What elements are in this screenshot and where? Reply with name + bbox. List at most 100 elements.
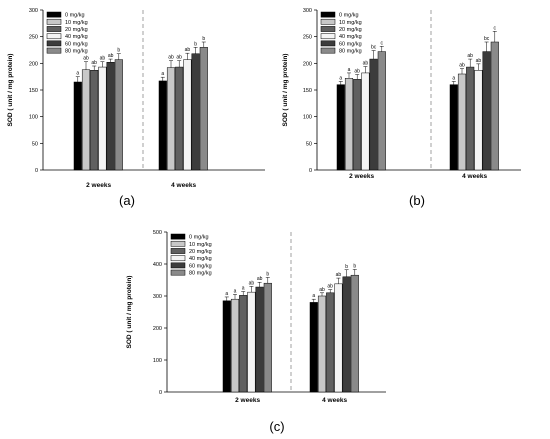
significance-letter: ab bbox=[108, 53, 114, 59]
legend-swatch bbox=[170, 255, 186, 262]
significance-letter: ab bbox=[257, 276, 263, 282]
y-tick-label: 0 bbox=[309, 168, 312, 174]
significance-letter: c bbox=[494, 25, 497, 31]
significance-letter: b bbox=[202, 36, 205, 42]
significance-letter: b bbox=[117, 48, 120, 54]
bar bbox=[81, 69, 91, 171]
y-axis-label: SOD ( unit / mg protein) bbox=[282, 54, 289, 127]
bar bbox=[326, 292, 335, 393]
bar bbox=[191, 53, 200, 171]
y-tick-label: 200 bbox=[29, 61, 38, 67]
significance-letter: ab bbox=[176, 55, 182, 61]
bar bbox=[361, 72, 370, 171]
legend-swatch bbox=[46, 26, 62, 32]
legend-entry: 80 mg/kg bbox=[65, 49, 88, 55]
legend-entry: 20 mg/kg bbox=[65, 27, 88, 33]
legend-swatch bbox=[320, 33, 336, 40]
legend-entry: 0 mg/kg bbox=[339, 13, 359, 19]
x-category-label: 2 weeks bbox=[235, 397, 260, 404]
legend-swatch bbox=[320, 26, 336, 32]
y-tick-label: 150 bbox=[303, 88, 312, 94]
significance-letter: ab bbox=[336, 272, 342, 278]
legend-swatch bbox=[170, 240, 186, 247]
y-tick-label: 0 bbox=[35, 168, 38, 174]
x-category-label: 4 weeks bbox=[322, 397, 347, 404]
significance-letter: bc bbox=[371, 45, 377, 51]
y-axis-label: SOD ( unit / mg protein) bbox=[126, 276, 133, 349]
y-tick-label: 100 bbox=[153, 358, 162, 364]
bar bbox=[336, 84, 345, 171]
significance-letter: a bbox=[225, 291, 228, 297]
x-category-label: 2 weeks bbox=[86, 182, 111, 189]
bar bbox=[247, 291, 256, 393]
legend-entry: 60 mg/kg bbox=[65, 41, 88, 47]
significance-letter: a bbox=[242, 286, 245, 292]
legend-entry: 0 mg/kg bbox=[65, 13, 85, 19]
legend-entry: 40 mg/kg bbox=[189, 256, 212, 262]
bar bbox=[255, 286, 264, 393]
bar bbox=[353, 79, 362, 171]
significance-letter: ab bbox=[83, 56, 89, 62]
chart-panel-2: 0 50 100 150 200 250 300 SOD ( unit / mg protei… bbox=[282, 8, 521, 208]
legend-entry: 10 mg/kg bbox=[339, 20, 362, 26]
bar bbox=[175, 66, 184, 171]
bar bbox=[183, 59, 192, 171]
significance-letter: ab bbox=[467, 53, 473, 59]
significance-letter: ab bbox=[354, 69, 360, 75]
significance-letter: ab bbox=[168, 55, 174, 61]
significance-letter: ab bbox=[363, 61, 369, 67]
legend-swatch bbox=[170, 233, 186, 240]
y-tick-label: 0 bbox=[159, 390, 162, 396]
legend-swatch bbox=[320, 18, 336, 25]
significance-letter: ab bbox=[476, 58, 482, 64]
panel-caption: (c) bbox=[269, 419, 284, 434]
y-tick-label: 300 bbox=[153, 294, 162, 300]
y-tick-label: 400 bbox=[153, 262, 162, 268]
bar bbox=[342, 276, 351, 393]
significance-letter: ab bbox=[327, 284, 333, 290]
x-category-label: 4 weeks bbox=[462, 173, 487, 180]
legend-swatch bbox=[170, 262, 186, 269]
legend-entry: 0 mg/kg bbox=[189, 235, 209, 241]
legend-swatch bbox=[46, 40, 62, 47]
legend-swatch bbox=[46, 18, 62, 25]
legend-entry: 20 mg/kg bbox=[339, 27, 362, 33]
y-tick-label: 500 bbox=[153, 230, 162, 236]
y-tick-label: 100 bbox=[29, 115, 38, 121]
bar bbox=[158, 80, 167, 171]
chart-panel-3: 0 100 200 300 400 500 SOD ( unit / mg protein)… bbox=[126, 230, 386, 434]
legend-entry: 20 mg/kg bbox=[189, 249, 212, 255]
legend-entry: 10 mg/kg bbox=[65, 20, 88, 26]
legend-entry: 80 mg/kg bbox=[189, 271, 212, 277]
x-category-label: 4 weeks bbox=[171, 182, 196, 189]
legend-entry: 60 mg/kg bbox=[339, 41, 362, 47]
y-tick-label: 250 bbox=[29, 35, 38, 41]
bar bbox=[106, 62, 115, 171]
significance-letter: bc bbox=[484, 36, 490, 42]
y-tick-label: 100 bbox=[303, 115, 312, 121]
legend-entry: 80 mg/kg bbox=[339, 49, 362, 55]
significance-letter: ab bbox=[185, 47, 191, 53]
bar bbox=[263, 282, 272, 393]
bar bbox=[350, 274, 359, 393]
legend-swatch bbox=[46, 11, 62, 18]
y-tick-label: 250 bbox=[303, 35, 312, 41]
legend-swatch bbox=[320, 47, 336, 54]
bar bbox=[309, 302, 318, 393]
significance-letter: a bbox=[339, 75, 342, 81]
y-tick-label: 300 bbox=[29, 8, 38, 14]
significance-letter: ab bbox=[459, 63, 465, 69]
y-tick-label: 200 bbox=[153, 326, 162, 332]
bar bbox=[449, 84, 458, 171]
significance-letter: a bbox=[76, 71, 79, 77]
x-category-label: 2 weeks bbox=[349, 173, 374, 180]
bar bbox=[114, 59, 123, 171]
bar bbox=[466, 66, 475, 171]
bar bbox=[490, 41, 499, 171]
significance-letter: ab bbox=[249, 280, 255, 286]
legend-swatch bbox=[46, 47, 62, 54]
bar bbox=[98, 66, 107, 171]
y-tick-label: 50 bbox=[306, 141, 312, 147]
bar bbox=[222, 300, 231, 393]
